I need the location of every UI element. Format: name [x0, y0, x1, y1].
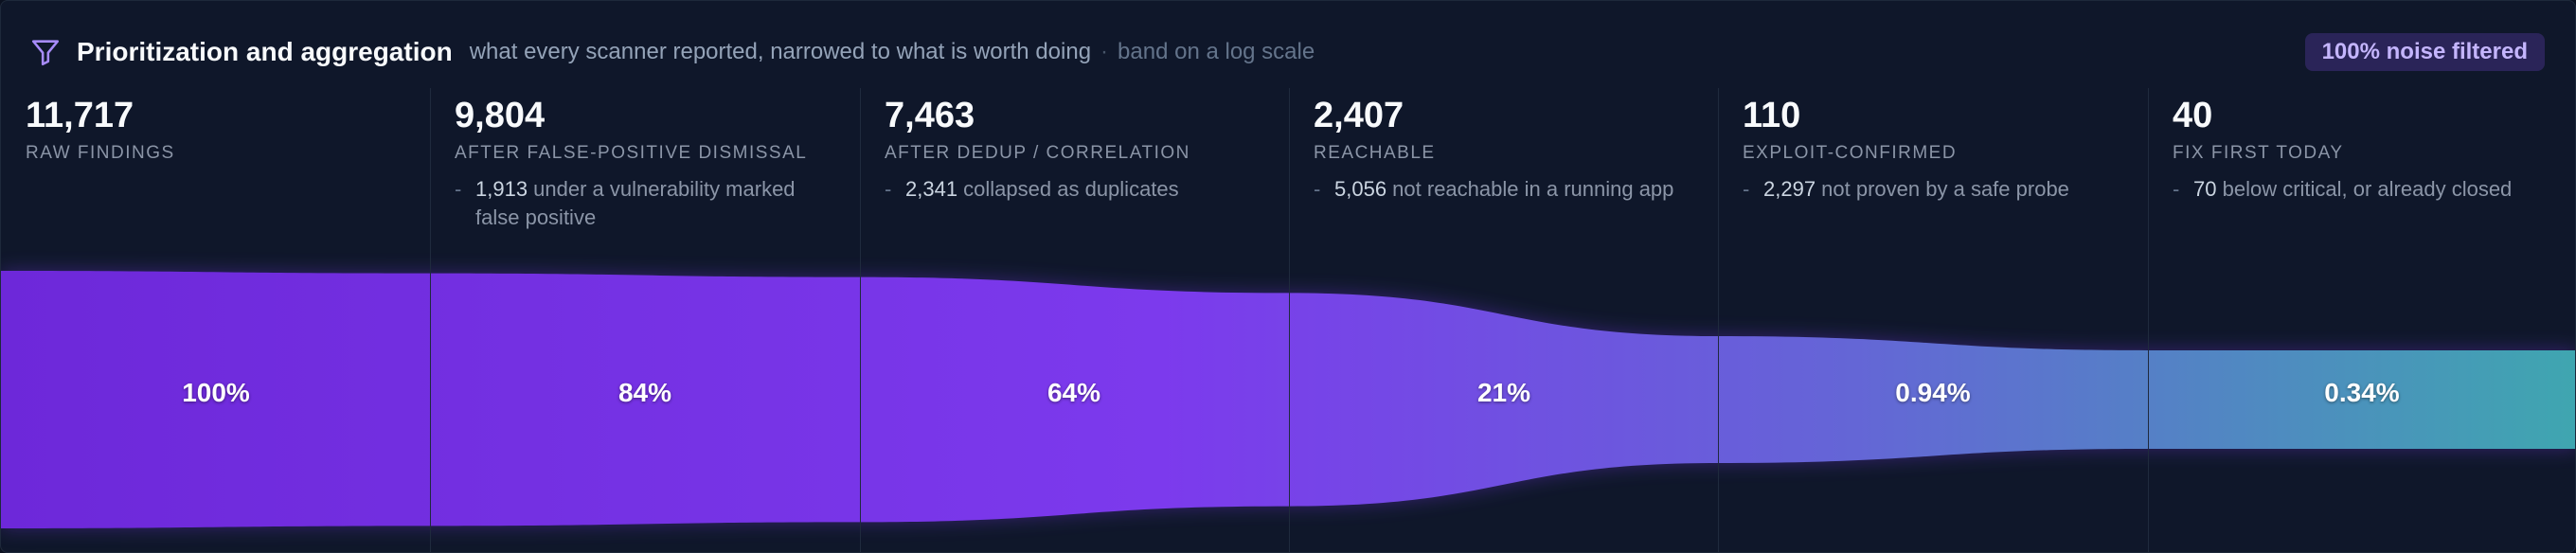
- stage-label: AFTER FALSE-POSITIVE DISMISSAL: [455, 143, 808, 163]
- note-number: 70: [2193, 177, 2217, 201]
- stage-percent-label: 84%: [617, 378, 672, 407]
- note-text: collapsed as duplicates: [957, 177, 1179, 201]
- note-dash: -: [1743, 177, 1750, 201]
- stage-column: 11,717 RAW FINDINGS: [1, 88, 430, 552]
- panel-title: Prioritization and aggregation: [77, 37, 453, 66]
- note-number: 2,297: [1763, 177, 1816, 201]
- stage-percent-label: 21%: [1476, 378, 1531, 407]
- note-body: 2,297 not proven by a safe probe: [1763, 175, 2069, 204]
- stage-percent-label: 0.94%: [1895, 378, 1971, 407]
- stage-divider: [860, 88, 861, 552]
- noise-filtered-badge: 100% noise filtered: [2304, 33, 2545, 71]
- stage-note: -70 below critical, or already closed: [2173, 175, 2551, 204]
- note-text: not reachable in a running app: [1386, 177, 1674, 201]
- subtitle-separator: ·: [1100, 39, 1109, 64]
- stage-label: FIX FIRST TODAY: [2173, 143, 2344, 163]
- stage-percent-label: 0.34%: [2324, 378, 2400, 407]
- panel-subtitle: what every scanner reported, narrowed to…: [469, 39, 1092, 64]
- note-body: 70 below critical, or already closed: [2193, 175, 2512, 204]
- note-text: below critical, or already closed: [2216, 177, 2513, 201]
- stage-divider: [1718, 88, 1719, 552]
- stage-count: 11,717: [26, 96, 134, 135]
- stage-note: -5,056 not reachable in a running app: [1314, 175, 1692, 204]
- stage-label: RAW FINDINGS: [26, 143, 175, 163]
- note-number: 2,341: [905, 177, 958, 201]
- note-text: under a vulnerability marked false posit…: [475, 177, 796, 229]
- stage-count: 40: [2173, 96, 2213, 135]
- stage-percent-label: 64%: [1046, 378, 1101, 407]
- stage-column: 2,407 REACHABLE -5,056 not reachable in a …: [1289, 88, 1718, 552]
- funnel-icon: [31, 40, 60, 66]
- scale-note: band on a log scale: [1118, 39, 1315, 64]
- stage-note: -2,297 not proven by a safe probe: [1743, 175, 2121, 204]
- stage-percent-label: 100%: [182, 378, 250, 407]
- note-dash: -: [455, 177, 462, 201]
- stage-note: -1,913 under a vulnerability marked fals…: [455, 175, 833, 232]
- stage-divider: [430, 88, 431, 552]
- note-number: 5,056: [1334, 177, 1387, 201]
- stage-label: AFTER DEDUP / CORRELATION: [885, 143, 1190, 163]
- stage-label: EXPLOIT-CONFIRMED: [1743, 143, 1958, 163]
- note-body: 5,056 not reachable in a running app: [1334, 175, 1673, 204]
- stage-divider: [2148, 88, 2149, 552]
- note-body: 2,341 collapsed as duplicates: [905, 175, 1179, 204]
- stage-column: 9,804 AFTER FALSE-POSITIVE DISMISSAL -1,91…: [430, 88, 859, 552]
- panel-header: Prioritization and aggregation what ever…: [29, 33, 1315, 71]
- note-dash: -: [885, 177, 892, 201]
- stage-count: 110: [1743, 96, 1801, 135]
- stage-column: 110 EXPLOIT-CONFIRMED -2,297 not proven by…: [1718, 88, 2147, 552]
- stage-note: -2,341 collapsed as duplicates: [885, 175, 1263, 204]
- stage-divider: [1289, 88, 1290, 552]
- note-text: not proven by a safe probe: [1816, 177, 2069, 201]
- note-number: 1,913: [475, 177, 528, 201]
- stage-count: 7,463: [885, 96, 975, 135]
- stage-count: 2,407: [1314, 96, 1404, 135]
- note-dash: -: [2173, 177, 2180, 201]
- stage-column: 40 FIX FIRST TODAY -70 below critical, or …: [2148, 88, 2575, 552]
- stage-column: 7,463 AFTER DEDUP / CORRELATION -2,341 col…: [860, 88, 1289, 552]
- note-body: 1,913 under a vulnerability marked false…: [475, 175, 833, 232]
- band-area: [1, 271, 2575, 528]
- stage-label: REACHABLE: [1314, 143, 1436, 163]
- note-dash: -: [1314, 177, 1321, 201]
- stage-count: 9,804: [455, 96, 546, 135]
